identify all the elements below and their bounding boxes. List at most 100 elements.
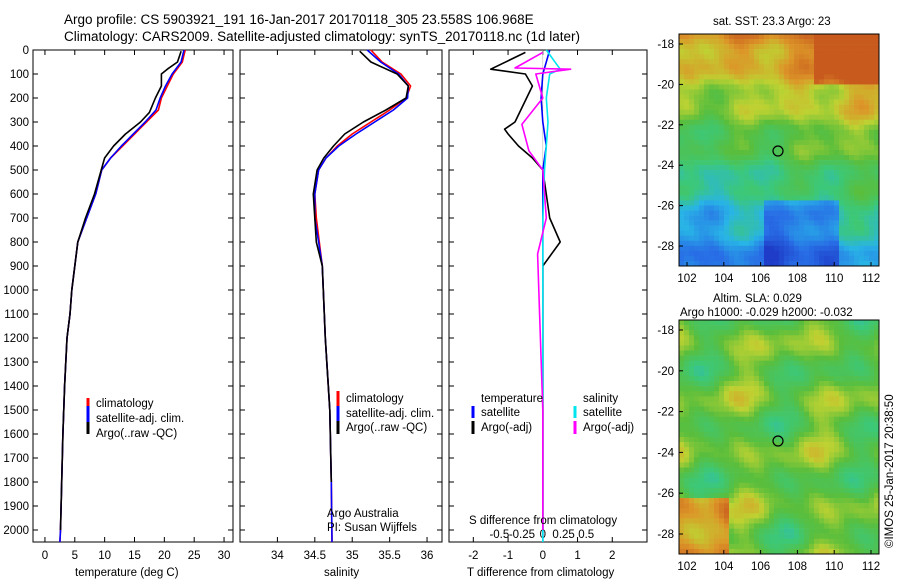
map-cell: [859, 160, 865, 166]
map-cell: [799, 215, 805, 221]
map-cell: [684, 370, 690, 377]
map-cell: [724, 84, 730, 90]
map-cell: [759, 49, 765, 55]
map-cell: [769, 114, 775, 121]
map-cell: [839, 431, 845, 438]
map-cell: [714, 190, 720, 196]
map-cell: [809, 508, 815, 514]
map-cell: [769, 538, 775, 545]
map-cell: [719, 39, 725, 45]
map-cell: [854, 104, 860, 110]
map-cell: [754, 360, 760, 367]
map-cell: [784, 391, 790, 397]
map-cell: [744, 533, 750, 540]
map-cell: [874, 225, 880, 231]
map-cell: [869, 185, 875, 191]
map-cell: [859, 89, 865, 95]
map-cell: [849, 401, 855, 407]
map-cell: [719, 375, 725, 382]
map-cell: [779, 365, 785, 372]
map-cell: [874, 230, 880, 237]
map-cell: [689, 487, 695, 494]
map-cell: [709, 215, 715, 221]
map-cell: [849, 426, 855, 433]
map-cell: [854, 150, 860, 156]
map-cell: [839, 64, 845, 70]
map-cell: [684, 381, 690, 387]
map-cell: [784, 548, 790, 555]
map-cell: [874, 477, 880, 484]
map-cell: [759, 155, 765, 161]
sla-map-subtitle: Argo h1000: -0.029 h2000: -0.032: [680, 307, 853, 319]
map-cell: [784, 492, 790, 499]
map-cell: [724, 320, 730, 326]
map-cell: [764, 49, 770, 55]
map-cell: [839, 350, 845, 356]
map-cell: [734, 325, 740, 331]
map-cell: [704, 411, 710, 417]
map-cell: [729, 370, 735, 377]
map-cell: [734, 175, 740, 181]
map-cell: [804, 99, 810, 105]
map-cell: [809, 538, 815, 545]
map-cell: [724, 220, 730, 226]
map-cell: [759, 360, 765, 367]
map-cell: [859, 350, 865, 356]
map-cell: [724, 165, 730, 171]
map-cell: [754, 195, 760, 201]
map-cell: [764, 225, 770, 231]
map-cell: [849, 39, 855, 45]
map-cell: [749, 144, 755, 151]
map-cell: [714, 416, 720, 423]
map-cell: [704, 447, 710, 453]
map-cell: [759, 523, 765, 529]
map-cell: [719, 99, 725, 105]
map-cell: [799, 365, 805, 372]
map-cell: [869, 426, 875, 433]
map-cell: [749, 381, 755, 387]
map-cell: [839, 144, 845, 151]
map-cell: [844, 523, 850, 529]
map-cell: [769, 477, 775, 484]
map-cell: [739, 391, 745, 397]
map-cell: [724, 170, 730, 176]
map-cell: [809, 235, 815, 242]
map-cell: [714, 255, 720, 262]
map-cell: [694, 528, 700, 534]
map-cell: [709, 487, 715, 494]
map-cell: [844, 104, 850, 110]
temperature-x-axis: 0 5 10 15 20 25 30: [42, 50, 230, 562]
map-cell: [794, 467, 800, 473]
map-cell: [809, 416, 815, 423]
map-cell: [779, 538, 785, 545]
map-cell: [794, 513, 800, 519]
map-cell: [834, 79, 840, 85]
map-cell: [719, 134, 725, 141]
map-cell: [774, 421, 780, 428]
map-cell: [794, 411, 800, 417]
map-cell: [694, 508, 700, 514]
map-cell: [869, 523, 875, 529]
map-cell: [689, 320, 695, 326]
map-cell: [739, 355, 745, 361]
map-cell: [679, 39, 685, 45]
map-cell: [829, 205, 835, 211]
map-cell: [869, 220, 875, 226]
map-cell: [699, 396, 705, 402]
map-cell: [829, 365, 835, 372]
map-cell: [809, 89, 815, 95]
map-cell: [869, 175, 875, 181]
map-cell: [719, 230, 725, 237]
map-cell: [699, 467, 705, 473]
map-cell: [779, 64, 785, 70]
map-cell: [824, 49, 830, 55]
map-cell: [694, 431, 700, 438]
map-cell: [834, 215, 840, 221]
map-cell: [719, 365, 725, 372]
map-cell: [844, 330, 850, 336]
map-cell: [704, 508, 710, 514]
map-cell: [804, 134, 810, 141]
map-y-tick-label: -26: [657, 488, 674, 500]
map-cell: [789, 416, 795, 423]
map-cell: [779, 170, 785, 176]
